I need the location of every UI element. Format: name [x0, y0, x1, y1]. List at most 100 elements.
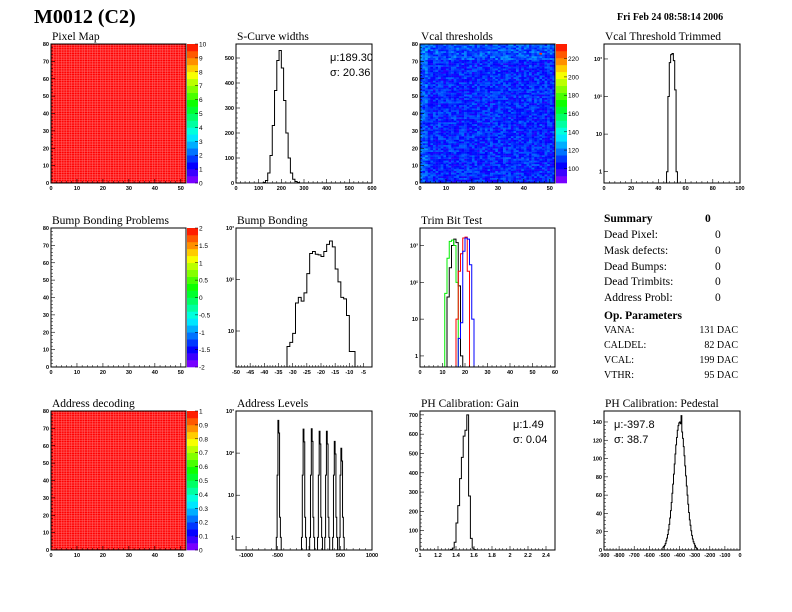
heatmap-cell [482, 90, 486, 93]
heatmap-cell [503, 66, 506, 69]
heatmap-cell [495, 57, 499, 60]
heatmap-cell [477, 104, 480, 107]
palette-tick-label: -2 [199, 365, 205, 372]
heatmap-cell [477, 155, 480, 158]
heatmap-cell [495, 111, 499, 114]
heatmap-cell [503, 44, 506, 46]
heatmap-cell [466, 122, 470, 125]
heatmap-cell [469, 153, 473, 156]
heatmap-cell [432, 87, 436, 90]
heatmap-cell [469, 151, 473, 154]
heatmap-cell [547, 54, 551, 57]
heatmap-cell [487, 89, 491, 92]
heatmap-cell [508, 77, 512, 79]
heatmap-cell [464, 75, 467, 78]
heatmap-cell [451, 137, 454, 140]
y-tick-label: 1 [415, 354, 418, 360]
heatmap-cell [474, 47, 478, 50]
heatmap-cell [503, 148, 506, 151]
heatmap-cell [521, 57, 525, 60]
heatmap-cell [482, 106, 486, 109]
heatmap-cell [448, 156, 452, 159]
heatmap-cell [523, 77, 527, 79]
heatmap-cell [425, 160, 428, 163]
heatmap-cell [544, 170, 548, 173]
heatmap-cell [544, 167, 548, 170]
heatmap-cell [440, 59, 444, 62]
heatmap-cell [477, 99, 480, 102]
heatmap-cell [544, 151, 548, 154]
heatmap-cell [547, 179, 551, 182]
heatmap-cell [547, 143, 551, 145]
heatmap-cell [529, 44, 532, 46]
heatmap-cell [430, 172, 434, 175]
heatmap-cell [448, 139, 452, 142]
heatmap-cell [469, 134, 473, 137]
heatmap-cell [425, 92, 428, 95]
heatmap-cell [425, 137, 428, 140]
heatmap-cell [534, 94, 538, 97]
heatmap-cell [425, 177, 428, 180]
heatmap-cell [430, 101, 434, 104]
heatmap-cell [432, 89, 436, 92]
heatmap-cell [534, 149, 538, 152]
heatmap-cell [425, 174, 428, 177]
heatmap-cell [453, 129, 457, 132]
heatmap-cell [552, 54, 556, 57]
heatmap-cell [552, 87, 556, 90]
heatmap-cell [536, 148, 540, 151]
heatmap-cell [549, 129, 553, 132]
heatmap-cell [508, 54, 512, 57]
heatmap-cell [438, 101, 441, 104]
heatmap-cell [503, 141, 506, 144]
heatmap-cell [500, 71, 504, 74]
heatmap-cell [544, 172, 548, 175]
heatmap-cell [420, 94, 423, 97]
heatmap-cell [544, 66, 548, 69]
heatmap-cell [427, 153, 431, 156]
heatmap-cell [466, 78, 470, 81]
heatmap-cell [508, 82, 512, 85]
heatmap-cell [516, 49, 519, 52]
heatmap-cell [420, 49, 423, 52]
heatmap-cell [469, 77, 473, 79]
heatmap-cell [516, 129, 519, 132]
heatmap-cell [477, 61, 480, 64]
heatmap-cell [490, 179, 493, 182]
heatmap-cell [487, 137, 491, 140]
heatmap-cell [451, 44, 454, 46]
y-tick-label: 10 [228, 329, 234, 335]
y-tick-label: 30 [43, 129, 49, 135]
heatmap-cell [458, 160, 462, 163]
heatmap-cell [539, 156, 543, 159]
heatmap-cell [492, 177, 496, 180]
heatmap-cell [479, 75, 483, 78]
heatmap-cell [435, 151, 439, 154]
heatmap-cell [531, 80, 535, 83]
heatmap-cell [443, 172, 447, 175]
heatmap-cell [443, 148, 447, 151]
heatmap-cell [495, 141, 499, 144]
heatmap-cell [549, 49, 553, 52]
heatmap-cell [466, 167, 470, 170]
heatmap-cell [430, 174, 434, 177]
heatmap-cell [492, 108, 496, 111]
heatmap-cell [461, 54, 465, 57]
palette-bin [187, 346, 198, 354]
heatmap-cell [516, 108, 519, 111]
heatmap-cell [482, 68, 486, 71]
heatmap-cell [458, 90, 462, 93]
heatmap-cell [503, 172, 506, 175]
heatmap-cell [487, 90, 491, 93]
heatmap-cell [466, 44, 470, 46]
heatmap-cell [427, 75, 431, 78]
heatmap-cell [425, 44, 428, 46]
heatmap-cell [456, 165, 460, 168]
heatmap-cell [529, 167, 532, 170]
heatmap-cell [471, 104, 475, 107]
heatmap-cell [461, 163, 465, 166]
bump-bonding-panel: Bump Bonding-50 -45 -40 -35 -30 -25 -20 -15 -10-… [226, 215, 373, 376]
heatmap-cell [508, 47, 512, 50]
heatmap-cell [477, 52, 480, 55]
heatmap-cell [523, 110, 527, 112]
